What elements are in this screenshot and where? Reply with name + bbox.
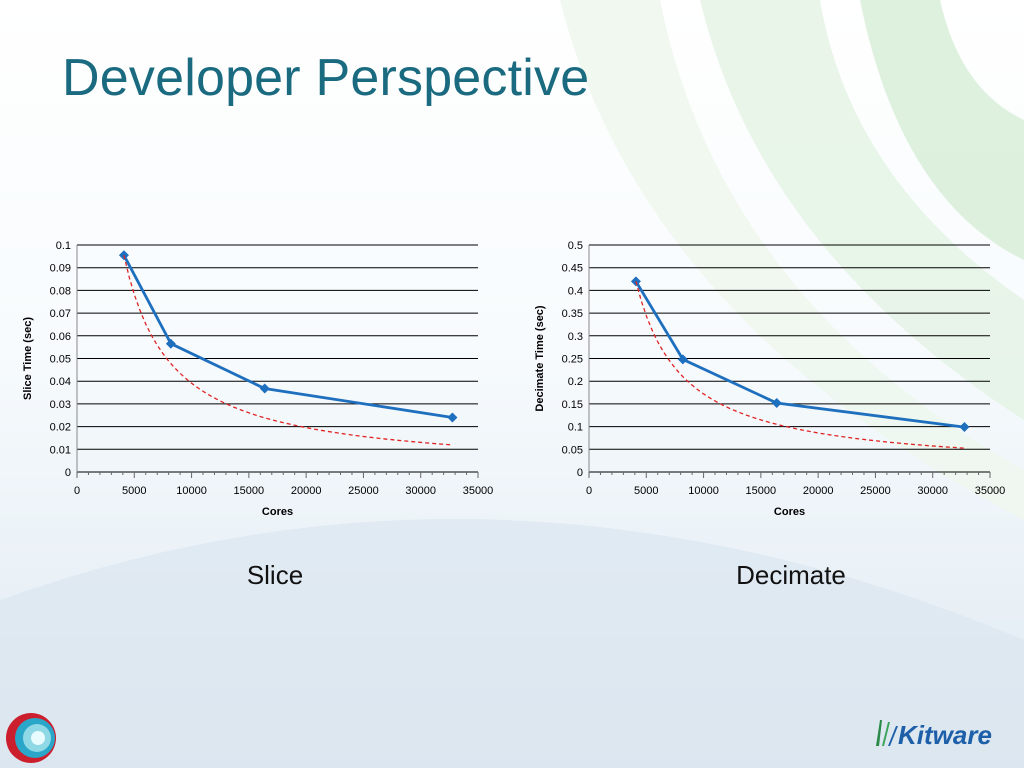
ideal-scaling-line [123, 255, 453, 446]
x-tick-label: 35000 [975, 485, 1006, 497]
data-point-marker [959, 422, 970, 433]
x-tick-label: 0 [586, 485, 592, 497]
x-tick-label: 5000 [634, 485, 658, 497]
slide-title: Developer Perspective [62, 49, 590, 107]
y-tick-label: 0.07 [50, 308, 71, 320]
x-tick-label: 30000 [405, 485, 436, 497]
y-tick-label: 0.06 [50, 331, 71, 343]
y-axis-label: Decimate Time (sec) [534, 305, 546, 412]
x-axis-label: Cores [774, 506, 805, 518]
y-tick-label: 0.08 [50, 285, 71, 297]
x-tick-label: 15000 [746, 485, 777, 497]
decimate-caption: Decimate [736, 560, 846, 590]
y-tick-label: 0.4 [568, 285, 583, 297]
circular-gradient-logo-icon [6, 713, 56, 763]
x-tick-label: 30000 [917, 485, 948, 497]
y-axis-label: Slice Time (sec) [22, 317, 34, 400]
data-point-marker [447, 412, 458, 423]
y-tick-label: 0 [577, 467, 583, 479]
y-tick-label: 0.2 [568, 376, 583, 388]
y-tick-label: 0.3 [568, 331, 583, 343]
y-tick-label: 0.02 [50, 422, 71, 434]
slice-time-chart: 0 0.01 0.02 0.03 0.04 0.05 0.06 0.07 0.08 0.09 0.1… [22, 240, 494, 518]
data-point-marker [771, 397, 782, 408]
measured-series-line [634, 280, 965, 429]
x-tick-label: 25000 [860, 485, 891, 497]
y-tick-label: 0.09 [50, 263, 71, 275]
x-tick-label: 0 [74, 485, 80, 497]
x-tick-label: 10000 [688, 485, 719, 497]
x-tick-label: 10000 [176, 485, 207, 497]
data-point-marker [165, 338, 176, 349]
y-tick-label: 0.25 [562, 354, 583, 366]
x-axis-label: Cores [262, 506, 293, 518]
y-tick-label: 0.04 [50, 376, 71, 388]
y-tick-label: 0.15 [562, 399, 583, 411]
kitware-logo-text: Kitware [898, 720, 992, 750]
decimate-time-chart: 0 0.05 0.1 0.15 0.2 0.25 0.3 0.35 0.4 0.45 0.5 0 500… [534, 240, 1006, 518]
data-point-marker [259, 383, 270, 394]
x-tick-label: 15000 [234, 485, 265, 497]
x-tick-label: 35000 [463, 485, 494, 497]
data-point-marker [677, 354, 688, 365]
y-tick-label: 0.05 [50, 354, 71, 366]
y-tick-label: 0.03 [50, 399, 71, 411]
y-tick-label: 0.35 [562, 308, 583, 320]
y-tick-label: 0.1 [568, 422, 583, 434]
y-tick-label: 0.5 [568, 240, 583, 252]
y-tick-label: 0.1 [56, 240, 71, 252]
x-tick-label: 5000 [122, 485, 146, 497]
x-tick-label: 20000 [803, 485, 834, 497]
y-tick-label: 0.45 [562, 263, 583, 275]
measured-series-line [122, 254, 453, 419]
x-tick-label: 25000 [348, 485, 379, 497]
ideal-scaling-line [635, 281, 965, 449]
kitware-logo-icon [876, 720, 898, 746]
y-tick-label: 0 [65, 467, 71, 479]
x-tick-label: 20000 [291, 485, 322, 497]
y-tick-label: 0.05 [562, 444, 583, 456]
y-tick-label: 0.01 [50, 444, 71, 456]
slice-caption: Slice [246, 560, 304, 590]
